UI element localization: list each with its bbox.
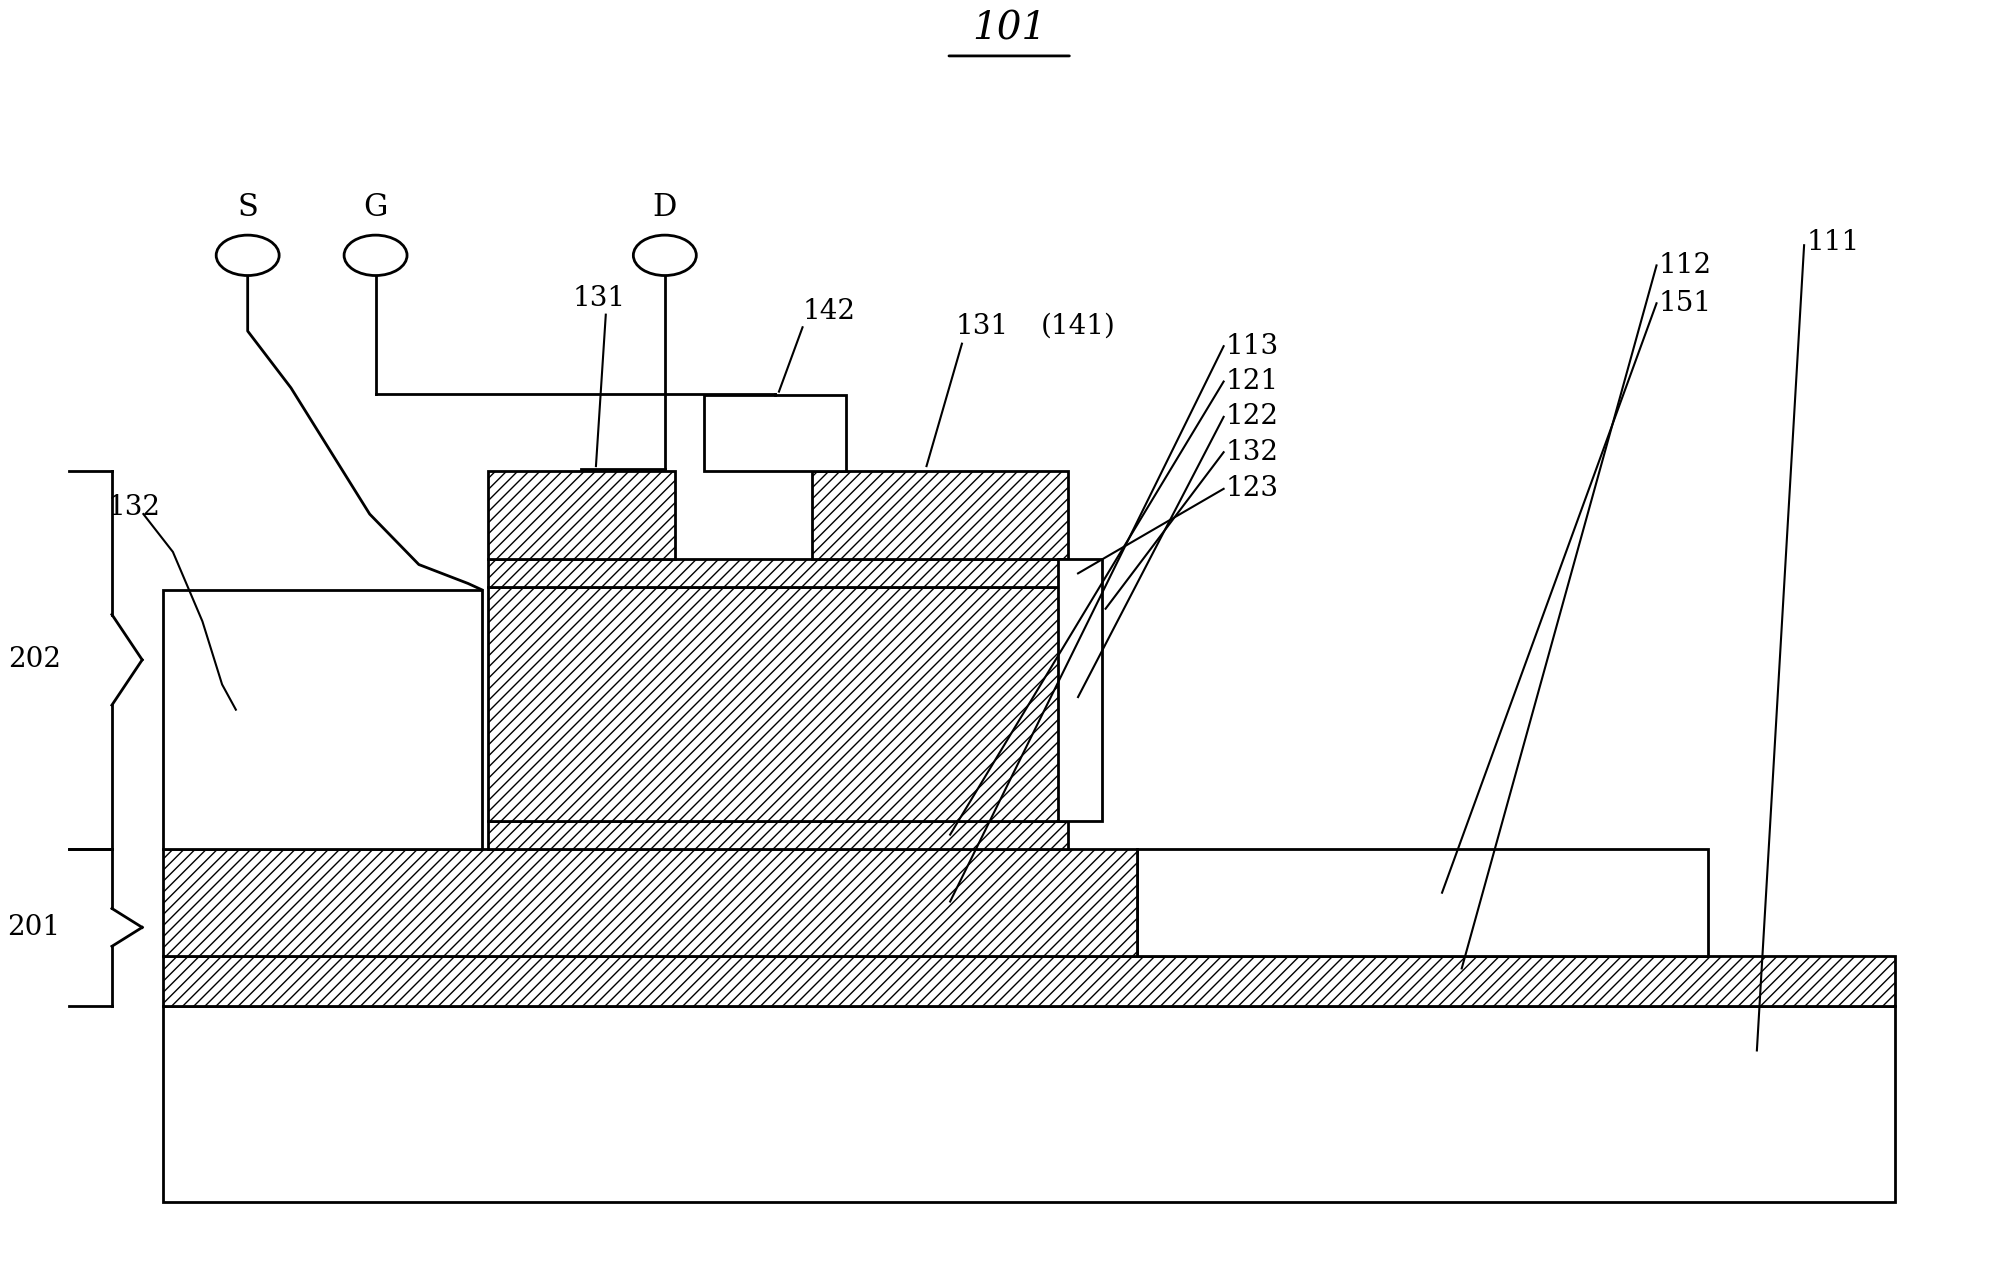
- Bar: [1138, 849, 1708, 956]
- Text: 132: 132: [108, 495, 161, 521]
- Circle shape: [634, 235, 696, 276]
- Bar: [163, 1006, 1895, 1202]
- Text: 113: 113: [1226, 333, 1280, 359]
- Text: 201: 201: [8, 913, 60, 941]
- Circle shape: [345, 235, 407, 276]
- Bar: [813, 471, 1068, 559]
- Text: 123: 123: [1226, 476, 1280, 502]
- Text: 151: 151: [1658, 290, 1712, 316]
- Bar: [488, 559, 1068, 587]
- Bar: [1058, 559, 1102, 821]
- Bar: [488, 587, 1068, 821]
- Circle shape: [215, 235, 279, 276]
- Text: 122: 122: [1226, 404, 1280, 430]
- Text: 142: 142: [803, 297, 855, 325]
- Text: (141): (141): [1040, 312, 1116, 340]
- Text: D: D: [652, 191, 678, 223]
- Text: 112: 112: [1658, 252, 1712, 278]
- Text: 121: 121: [1226, 368, 1280, 395]
- Text: 101: 101: [973, 10, 1046, 47]
- Bar: [488, 821, 1068, 849]
- Bar: [163, 589, 482, 849]
- Bar: [163, 956, 1895, 1006]
- Text: S: S: [237, 191, 259, 223]
- Text: 111: 111: [1806, 229, 1859, 257]
- Bar: [488, 471, 676, 559]
- Bar: [704, 396, 845, 471]
- Text: 131: 131: [572, 285, 626, 312]
- Text: 132: 132: [1226, 439, 1280, 466]
- Text: G: G: [363, 191, 389, 223]
- Text: 202: 202: [8, 646, 60, 673]
- Bar: [163, 849, 1138, 956]
- Text: 131: 131: [957, 312, 1008, 340]
